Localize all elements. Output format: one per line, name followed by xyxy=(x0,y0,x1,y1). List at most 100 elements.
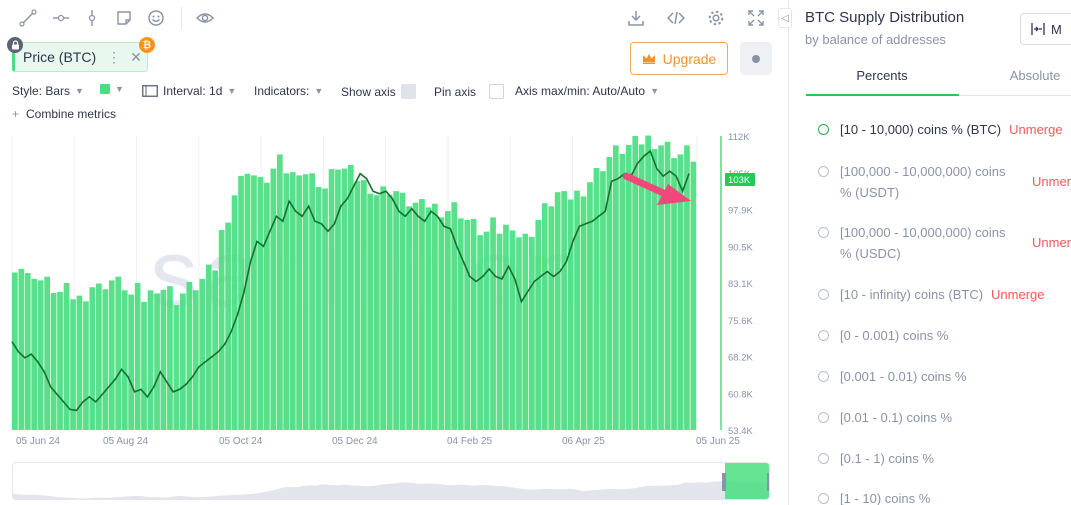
metric-name: [100,000 - 10,000,000) coins xyxy=(840,164,1006,179)
bar xyxy=(154,293,160,430)
tab-percents[interactable]: Percents xyxy=(856,68,908,83)
style-label: Style: Bars xyxy=(12,84,71,98)
fullscreen-icon[interactable] xyxy=(745,7,767,29)
radio-circle-icon[interactable] xyxy=(818,166,829,177)
metric-chip-price-btc[interactable]: Price (BTC) ⋮ ✕ xyxy=(12,42,148,72)
interval-dropdown[interactable]: Interval: 1d ▼ xyxy=(142,84,236,98)
bar xyxy=(289,172,296,430)
note-icon[interactable] xyxy=(113,7,135,29)
metric-list-item-label: [10 - infinity) coins (BTC) Unmerge xyxy=(840,284,1045,305)
upgrade-button[interactable]: Upgrade xyxy=(630,42,728,75)
bar xyxy=(134,283,141,430)
radio-circle-icon[interactable] xyxy=(818,453,829,464)
bar xyxy=(50,293,57,430)
bar-color-swatch xyxy=(100,84,110,94)
bar xyxy=(354,181,361,430)
bar xyxy=(619,153,626,430)
horizontal-line-icon[interactable] xyxy=(50,7,72,29)
radio-circle-icon[interactable] xyxy=(818,124,829,135)
radio-circle-icon[interactable] xyxy=(818,227,829,238)
bar xyxy=(457,218,464,430)
bar xyxy=(70,299,76,430)
combine-metrics-button[interactable]: + Combine metrics xyxy=(12,107,116,121)
crown-icon xyxy=(642,54,655,64)
price-chart[interactable]: santiment112K105K97.9K90.5K83.1K75.6K68.… xyxy=(0,126,775,454)
unmerge-link[interactable]: Unmer xyxy=(1032,235,1071,250)
bar xyxy=(199,278,206,430)
bar xyxy=(63,283,70,430)
bar xyxy=(509,230,516,430)
record-button[interactable] xyxy=(740,42,772,75)
bar xyxy=(37,280,44,430)
merge-icon xyxy=(1031,23,1045,35)
radio-circle-icon[interactable] xyxy=(818,493,829,504)
x-tick-label: 05 Aug 24 xyxy=(103,436,148,447)
download-icon[interactable] xyxy=(625,7,647,29)
bar xyxy=(108,280,115,430)
bar xyxy=(406,206,412,430)
bar xyxy=(613,145,619,430)
vertical-line-icon[interactable] xyxy=(81,7,103,29)
eye-icon[interactable] xyxy=(194,7,216,29)
bar xyxy=(315,186,322,430)
unmerge-link[interactable]: Unmerge xyxy=(991,287,1045,302)
style-dropdown[interactable]: Style: Bars ▼ xyxy=(12,84,84,98)
show-axis-toggle[interactable]: Show axis xyxy=(341,84,416,99)
bar xyxy=(470,218,477,430)
bar xyxy=(225,222,231,430)
bar xyxy=(638,144,645,430)
bar xyxy=(44,276,50,430)
bar xyxy=(270,168,277,430)
metric-list-item-label: [0.01 - 0.1) coins % xyxy=(840,407,952,428)
show-axis-checkbox[interactable] xyxy=(400,84,416,99)
bar xyxy=(173,305,180,431)
tab-absolute[interactable]: Absolute xyxy=(1009,68,1061,83)
bar xyxy=(386,194,393,430)
drawing-toolbar xyxy=(0,0,775,36)
more-options-icon[interactable]: ⋮ xyxy=(107,48,121,65)
indicators-dropdown[interactable]: Indicators: ▼ xyxy=(254,84,323,98)
radio-circle-icon[interactable] xyxy=(818,330,829,341)
chart-navigator[interactable] xyxy=(12,462,770,500)
unmerge-link[interactable]: Unmerge xyxy=(1009,122,1063,137)
metric-list-item-label: [100,000 - 10,000,000) coins % (USDT) Unme… xyxy=(840,161,1071,203)
bar xyxy=(535,220,542,430)
bar xyxy=(367,193,374,431)
bar xyxy=(277,154,283,430)
plus-icon: + xyxy=(12,107,20,121)
pin-axis-toggle[interactable]: Pin axis xyxy=(434,84,505,99)
metric-list-item-label: [10 - 10,000) coins % (BTC) Unmerge xyxy=(840,119,1063,140)
metric-name: [10 - infinity) coins (BTC) xyxy=(840,287,984,302)
code-icon[interactable] xyxy=(665,7,687,29)
trend-line-icon[interactable] xyxy=(17,7,39,29)
radio-circle-icon[interactable] xyxy=(818,289,829,300)
unmerge-link[interactable]: Unmer xyxy=(1032,174,1071,189)
panel-divider xyxy=(788,0,789,505)
bar xyxy=(690,161,697,430)
bar xyxy=(147,290,154,430)
close-icon[interactable]: ✕ xyxy=(130,48,142,65)
settings-icon[interactable] xyxy=(705,7,727,29)
axis-minmax-dropdown[interactable]: Axis max/min: Auto/Auto ▼ xyxy=(515,84,659,98)
merge-button[interactable]: M xyxy=(1020,13,1071,45)
bar xyxy=(496,233,503,430)
metric-name-line2: % (USDT) xyxy=(840,185,900,200)
bar xyxy=(167,286,173,430)
active-tab-indicator xyxy=(806,94,959,96)
y-tick-label: 53.4K xyxy=(728,426,753,437)
bar xyxy=(438,217,445,430)
emoji-icon[interactable] xyxy=(145,7,167,29)
current-value-label: 103K xyxy=(728,175,751,186)
pin-axis-checkbox[interactable] xyxy=(489,84,505,99)
bar xyxy=(102,289,109,430)
bar xyxy=(76,295,83,430)
radio-circle-icon[interactable] xyxy=(818,412,829,423)
bar xyxy=(205,264,212,430)
radio-circle-icon[interactable] xyxy=(818,371,829,382)
x-tick-label: 05 Dec 24 xyxy=(332,436,378,447)
collapse-sidebar-button[interactable]: ◁ xyxy=(778,8,792,28)
color-picker[interactable]: ▼ xyxy=(100,84,124,94)
bar xyxy=(541,203,548,430)
pin-axis-label: Pin axis xyxy=(434,84,477,99)
metric-list-item-label: [1 - 10) coins % xyxy=(840,488,930,505)
